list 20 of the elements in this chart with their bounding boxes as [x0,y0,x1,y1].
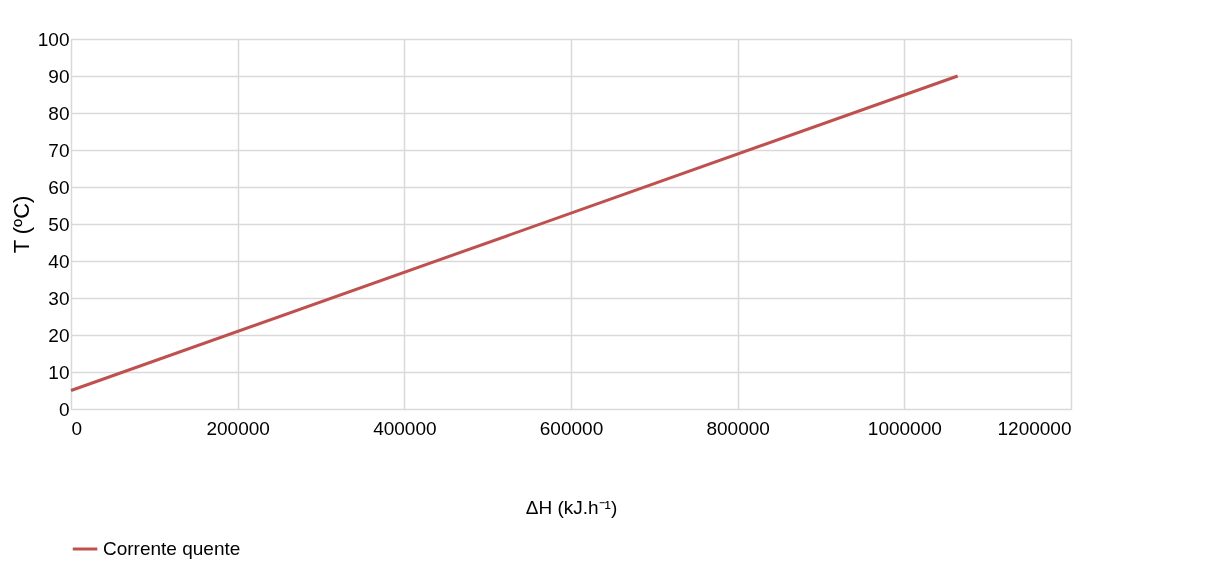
legend-label: Corrente quente [103,538,241,559]
x-axis-title: ΔH (kJ.h⁻¹) [525,496,618,518]
y-tick-label: 80 [48,102,70,124]
y-tick-label: 100 [37,28,70,50]
x-tick-label: 1000000 [867,417,942,439]
y-tick-label: 0 [58,398,70,420]
y-tick-label: 40 [48,250,70,272]
y-tick-label: 70 [48,139,70,161]
x-tick-label: 600000 [539,417,604,439]
y-axis-title: T (ºC) [8,195,34,254]
y-tick-label: 30 [48,287,70,309]
x-tick-label: 200000 [206,417,270,439]
y-tick-label: 10 [48,361,70,383]
x-tick-label: 400000 [373,417,437,439]
x-tick-label: 800000 [706,417,770,439]
y-tick-label: 50 [48,213,70,235]
y-tick-label: 60 [48,176,70,198]
y-tick-label: 90 [48,65,70,87]
x-tick-label: 1200000 [997,417,1072,439]
y-tick-label: 20 [48,324,70,346]
